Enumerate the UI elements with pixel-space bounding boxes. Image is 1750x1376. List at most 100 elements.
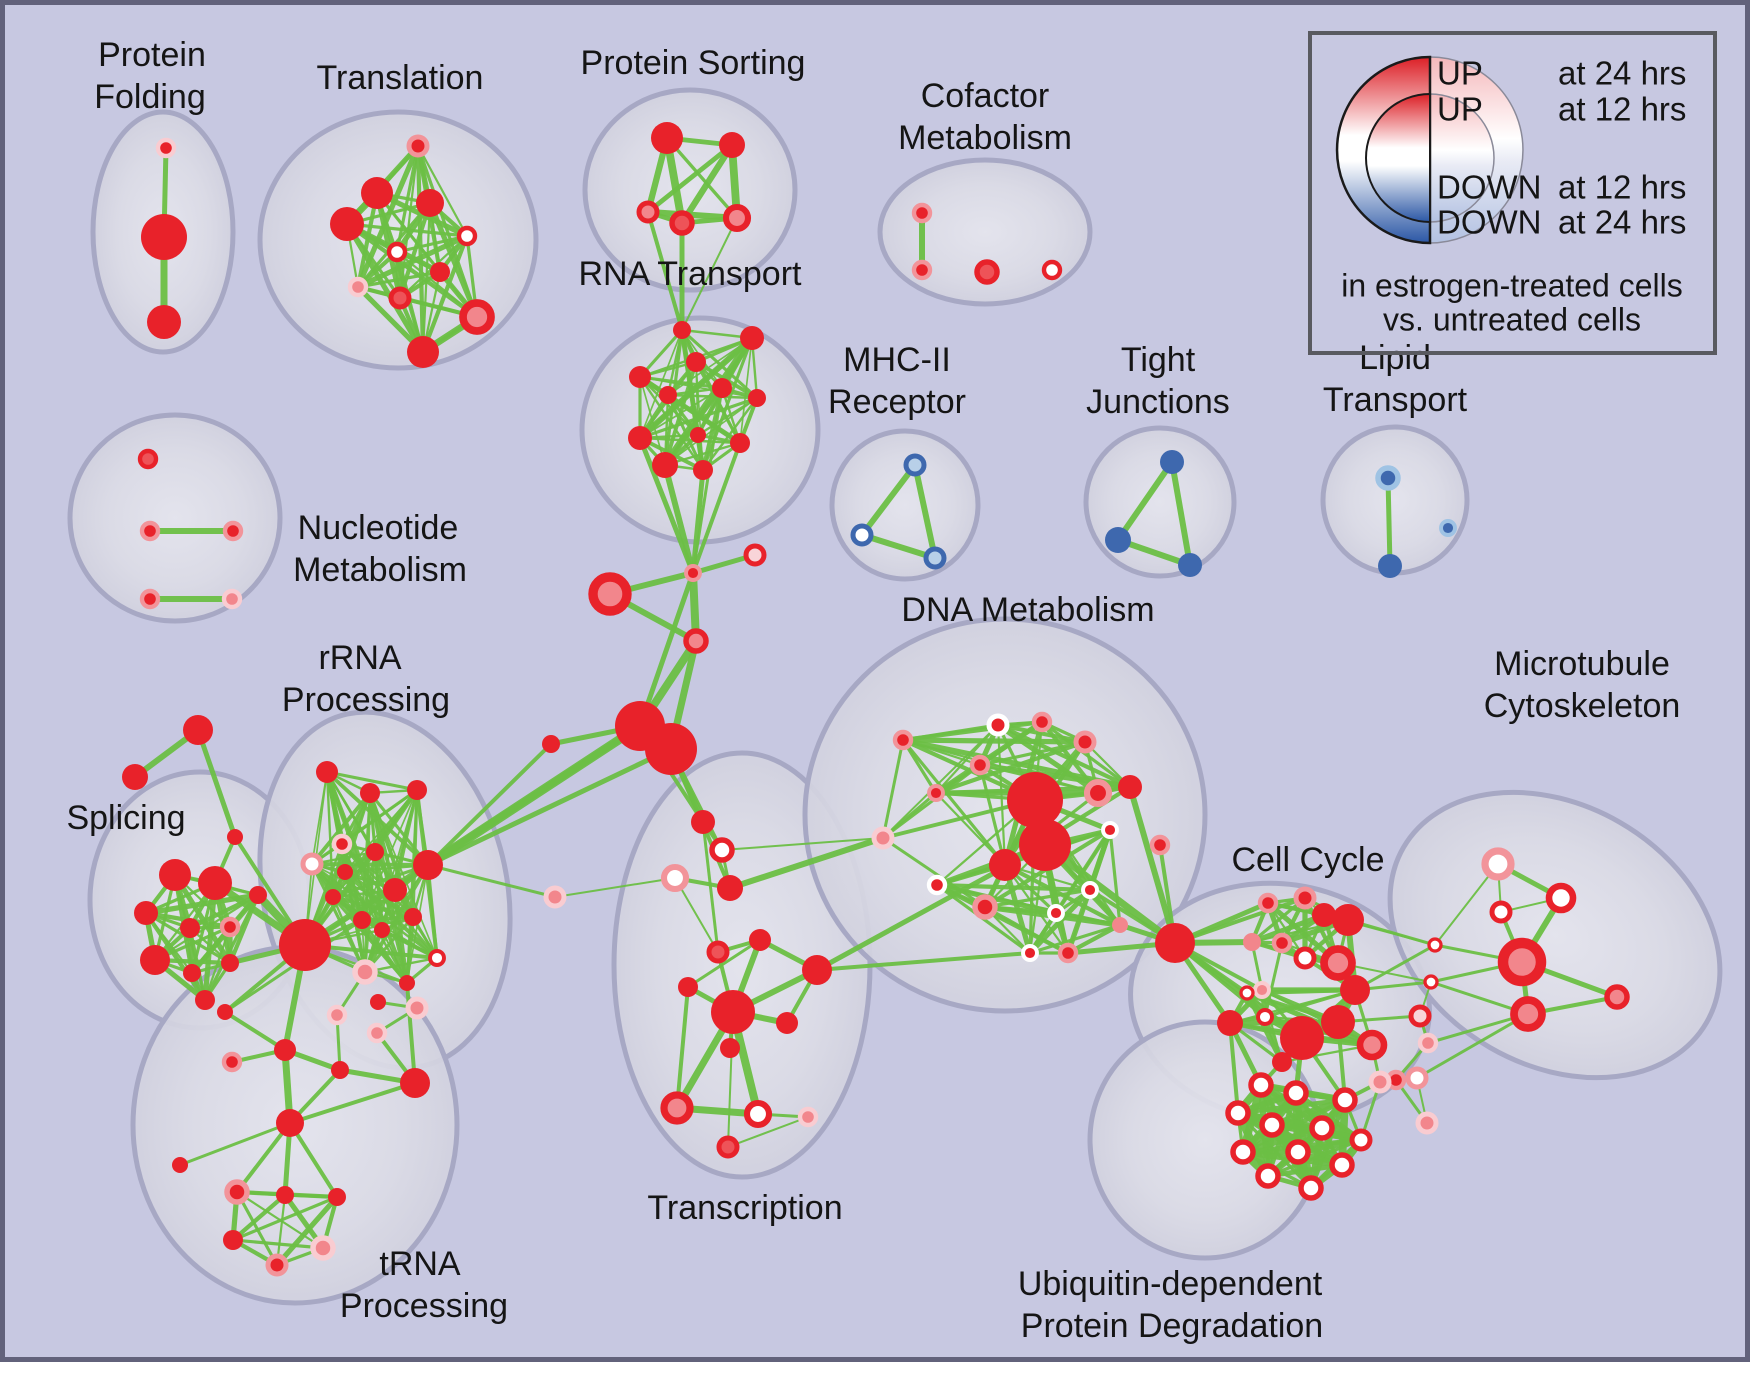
edge <box>1228 1021 1240 1115</box>
gene-node-h2 <box>645 723 697 775</box>
gene-node-cc8 <box>1320 945 1356 981</box>
gene-node-up1 <box>1368 1070 1392 1094</box>
gene-node-sp2 <box>198 866 232 900</box>
edge <box>637 374 743 446</box>
cluster-label: MHC-II <box>843 341 951 379</box>
gene-node-rr11 <box>353 911 371 929</box>
gene-node-t11 <box>407 336 439 368</box>
gene-node-d8 <box>1083 778 1113 808</box>
gene-node-r12 <box>693 460 713 480</box>
gene-node-sp5 <box>219 916 241 938</box>
gene-node-pf1 <box>155 137 177 159</box>
gene-node-u7 <box>1349 1128 1373 1152</box>
gene-node-tj1 <box>1160 450 1184 474</box>
gene-node-d14 <box>1047 904 1065 922</box>
gene-node-t5 <box>456 225 478 247</box>
gene-node-cm4 <box>1041 259 1063 281</box>
edge <box>1353 943 1437 992</box>
cluster-label: Tight <box>1121 341 1196 379</box>
gene-node-mtb2 <box>1423 974 1439 990</box>
gene-node-ps3 <box>636 200 660 224</box>
edge <box>900 737 1088 745</box>
gene-node-tb3 <box>797 1106 819 1128</box>
edge <box>637 335 755 441</box>
gene-node-trw <box>709 837 735 863</box>
gene-node-rr4 <box>331 833 353 855</box>
gene-node-rr13 <box>404 908 422 926</box>
legend-time-label: at 24 hrs <box>1558 55 1686 92</box>
gene-node-rd2 <box>274 1039 296 1061</box>
cluster-label: Receptor <box>828 383 966 421</box>
edge <box>1054 911 1122 927</box>
legend-direction-label: DOWN <box>1437 169 1541 206</box>
gene-node-u8 <box>1230 1139 1256 1165</box>
gene-node-pf3 <box>147 305 181 339</box>
gene-node-ts2 <box>749 929 771 951</box>
cluster-label: Cell Cycle <box>1231 841 1384 879</box>
cluster-label: Junctions <box>1086 383 1230 421</box>
gene-node-tb1 <box>660 1091 694 1125</box>
edge <box>310 862 430 867</box>
edge <box>637 570 696 729</box>
gene-node-u10 <box>1329 1152 1355 1178</box>
edge <box>1041 841 1179 947</box>
gene-node-rd6 <box>366 1022 388 1044</box>
gene-node-tn2 <box>276 1186 294 1204</box>
gene-node-r2 <box>740 326 764 350</box>
gene-node-d11 <box>926 874 948 896</box>
nodes <box>122 122 1630 1277</box>
gene-node-ps4 <box>669 210 695 236</box>
gene-node-rr7 <box>337 864 353 880</box>
gene-node-r7 <box>748 389 766 407</box>
gene-node-rr2 <box>360 783 380 803</box>
gene-node-cc6 <box>1312 903 1336 927</box>
edge <box>143 910 208 1003</box>
gene-node-nu1 <box>137 448 159 470</box>
edge <box>554 877 676 898</box>
edge <box>416 144 469 238</box>
edge <box>356 270 442 289</box>
gene-node-m8 <box>1408 1004 1432 1028</box>
edge <box>369 792 438 959</box>
cluster-cofactor-metabolism <box>877 157 1093 307</box>
edge <box>727 1011 734 1148</box>
legend-glyph-inner-faded-half <box>1429 93 1495 223</box>
gene-node-r6 <box>659 386 677 404</box>
gene-node-m7 <box>1604 984 1630 1010</box>
edge <box>686 938 762 989</box>
edge <box>662 462 696 576</box>
edge <box>381 929 408 984</box>
cluster-label: DNA Metabolism <box>901 591 1154 629</box>
cluster-lipid-transport <box>1320 424 1470 576</box>
gene-node-sp8 <box>221 954 239 972</box>
gene-node-rr6 <box>366 843 384 861</box>
gene-node-cc9 <box>1253 981 1271 999</box>
cluster-label: Processing <box>282 681 450 719</box>
gene-node-rr16 <box>399 975 415 991</box>
gene-node-tn4 <box>223 1230 243 1250</box>
edge <box>331 895 409 985</box>
edge <box>882 724 999 839</box>
edge <box>727 1116 809 1148</box>
edge <box>345 222 469 238</box>
gene-node-cc10 <box>1239 985 1255 1001</box>
gene-node-ccb1 <box>1280 1016 1324 1060</box>
gene-node-tb4 <box>716 1135 740 1159</box>
edge <box>1239 1124 1326 1156</box>
gene-node-rd4 <box>326 1004 348 1026</box>
gene-node-j2 <box>683 628 709 654</box>
gene-node-tn5 <box>310 1235 336 1261</box>
gene-node-lp3 <box>1439 519 1457 537</box>
cluster-label: Cytoskeleton <box>1484 687 1681 725</box>
edge <box>274 1194 340 1268</box>
edge <box>674 877 719 953</box>
edge <box>187 892 261 931</box>
edge <box>230 1192 288 1243</box>
gene-node-up2 <box>1405 1066 1429 1090</box>
gene-node-tj2 <box>1105 527 1131 553</box>
legend-direction-label: UP <box>1437 91 1483 128</box>
gene-node-m1 <box>1481 847 1515 881</box>
gene-node-ts7 <box>720 1038 740 1058</box>
gene-node-rr5 <box>300 852 324 876</box>
